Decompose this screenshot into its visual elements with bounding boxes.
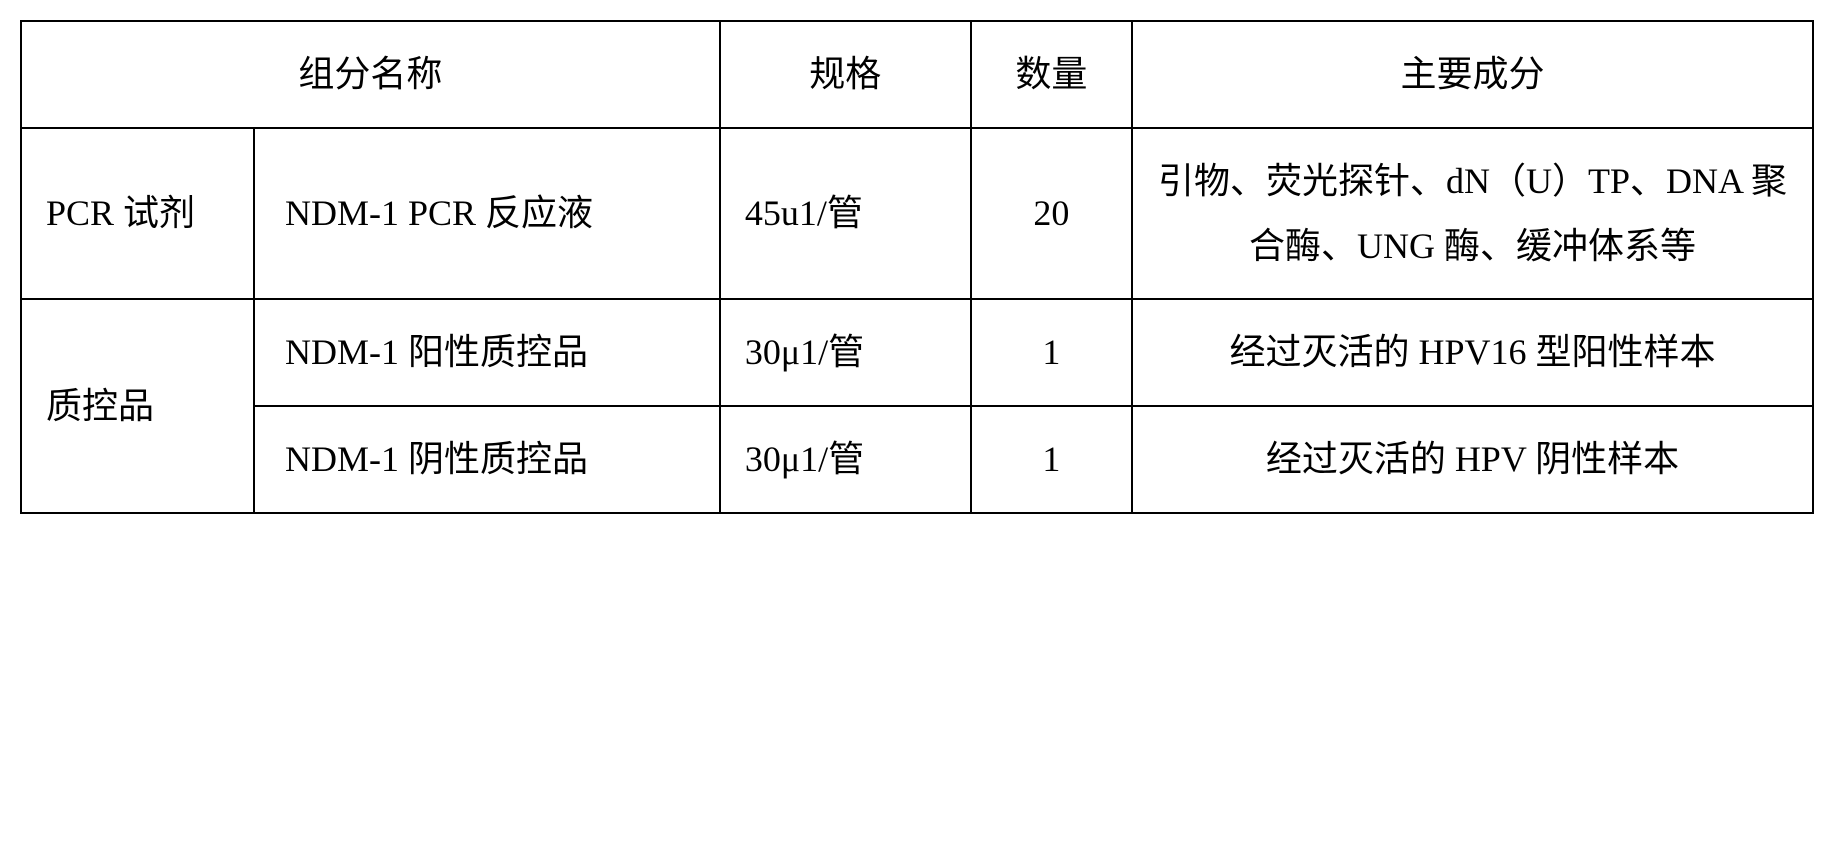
header-ingredients: 主要成分 xyxy=(1132,21,1813,128)
cell-name: NDM-1 PCR 反应液 xyxy=(254,128,720,300)
cell-ingredients: 经过灭活的 HPV 阴性样本 xyxy=(1132,406,1813,513)
cell-quantity: 1 xyxy=(971,299,1132,406)
header-quantity: 数量 xyxy=(971,21,1132,128)
cell-spec: 30μ1/管 xyxy=(720,299,971,406)
cell-quantity: 20 xyxy=(971,128,1132,300)
header-component-name: 组分名称 xyxy=(21,21,720,128)
cell-category: PCR 试剂 xyxy=(21,128,254,300)
cell-spec: 30μ1/管 xyxy=(720,406,971,513)
cell-category: 质控品 xyxy=(21,299,254,513)
cell-name: NDM-1 阴性质控品 xyxy=(254,406,720,513)
table-header-row: 组分名称 规格 数量 主要成分 xyxy=(21,21,1813,128)
header-spec: 规格 xyxy=(720,21,971,128)
cell-ingredients: 经过灭活的 HPV16 型阳性样本 xyxy=(1132,299,1813,406)
table-row: NDM-1 阴性质控品 30μ1/管 1 经过灭活的 HPV 阴性样本 xyxy=(21,406,1813,513)
cell-spec: 45u1/管 xyxy=(720,128,971,300)
components-table: 组分名称 规格 数量 主要成分 PCR 试剂 NDM-1 PCR 反应液 45u… xyxy=(20,20,1814,514)
table-row: PCR 试剂 NDM-1 PCR 反应液 45u1/管 20 引物、荧光探针、d… xyxy=(21,128,1813,300)
table-row: 质控品 NDM-1 阳性质控品 30μ1/管 1 经过灭活的 HPV16 型阳性… xyxy=(21,299,1813,406)
cell-name: NDM-1 阳性质控品 xyxy=(254,299,720,406)
cell-quantity: 1 xyxy=(971,406,1132,513)
cell-ingredients: 引物、荧光探针、dN（U）TP、DNA 聚合酶、UNG 酶、缓冲体系等 xyxy=(1132,128,1813,300)
